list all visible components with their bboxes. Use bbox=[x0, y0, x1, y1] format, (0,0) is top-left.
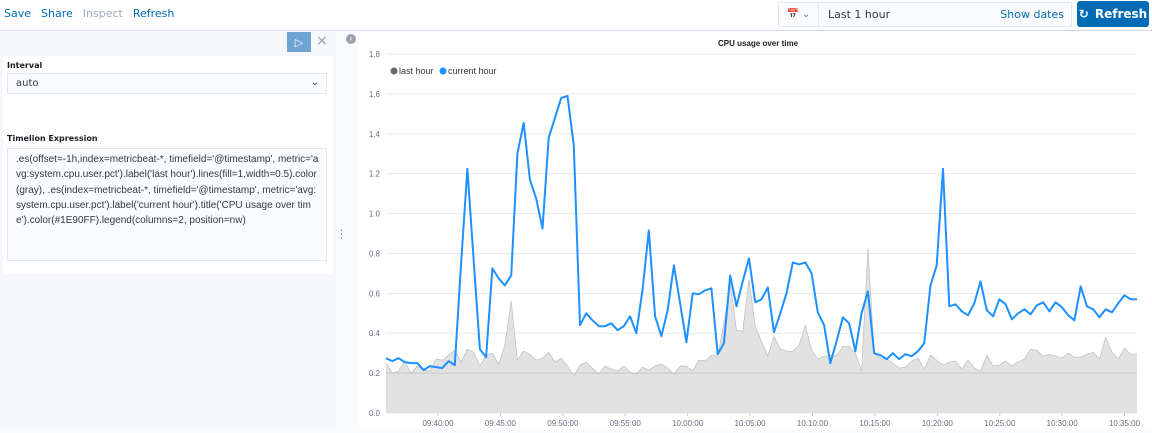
time-range-value[interactable]: Last 1 hour bbox=[819, 8, 1000, 21]
close-icon[interactable]: × bbox=[316, 33, 328, 49]
y-tick-label: 0.4 bbox=[369, 329, 381, 338]
series-line-1 bbox=[386, 96, 1137, 370]
collapse-panel-icon[interactable]: ‹ bbox=[346, 34, 356, 44]
expression-label: Timelion Expression bbox=[7, 134, 98, 143]
interval-select[interactable]: auto ⌄ bbox=[7, 73, 327, 94]
top-bar: Save Share Inspect Refresh 📅⌄ Last 1 hou… bbox=[0, 0, 1152, 31]
chevron-down-icon: ⌄ bbox=[311, 77, 319, 88]
y-tick-label: 1.0 bbox=[369, 210, 381, 219]
save-button[interactable]: Save bbox=[4, 7, 31, 20]
refresh-link[interactable]: Refresh bbox=[133, 7, 175, 20]
y-tick-label: 0.8 bbox=[369, 249, 381, 258]
calendar-icon: 📅 bbox=[787, 9, 799, 20]
x-tick-label: 10:35:00 bbox=[1109, 419, 1141, 428]
legend-marker-last-hour bbox=[391, 68, 398, 75]
x-tick-label: 10:20:00 bbox=[922, 419, 954, 428]
interval-label: Interval bbox=[7, 61, 42, 70]
top-menu: Save Share Inspect Refresh bbox=[4, 7, 174, 20]
x-tick-label: 10:05:00 bbox=[734, 419, 766, 428]
x-tick-label: 10:30:00 bbox=[1047, 419, 1079, 428]
x-tick-label: 09:55:00 bbox=[610, 419, 642, 428]
refresh-icon: ↻ bbox=[1079, 7, 1089, 21]
inspect-button[interactable]: Inspect bbox=[83, 7, 123, 20]
chevron-down-icon: ⌄ bbox=[802, 9, 810, 20]
legend-marker-current-hour bbox=[440, 68, 447, 75]
x-tick-label: 10:25:00 bbox=[984, 419, 1016, 428]
show-dates-button[interactable]: Show dates bbox=[1000, 8, 1071, 21]
x-tick-label: 09:40:00 bbox=[422, 419, 454, 428]
legend-label-last-hour[interactable]: last hour bbox=[399, 66, 434, 76]
y-tick-label: 0.6 bbox=[369, 289, 381, 298]
expression-textarea[interactable]: .es(offset=-1h,index=metricbeat-*, timef… bbox=[7, 148, 327, 261]
quick-menu-button[interactable]: 📅⌄ bbox=[779, 3, 819, 26]
time-picker: 📅⌄ Last 1 hour Show dates bbox=[778, 2, 1072, 27]
resize-handle[interactable]: ··· bbox=[340, 230, 343, 242]
y-tick-label: 0.0 bbox=[369, 409, 381, 418]
x-tick-label: 10:10:00 bbox=[797, 419, 829, 428]
x-tick-label: 10:00:00 bbox=[672, 419, 704, 428]
series-area-0 bbox=[386, 249, 1137, 414]
y-tick-label: 0.2 bbox=[369, 369, 381, 378]
play-icon: ▷ bbox=[295, 36, 303, 49]
legend: last hour current hour bbox=[391, 66, 497, 76]
editor-card: Interval auto ⌄ Timelion Expression .es(… bbox=[3, 56, 333, 274]
x-tick-label: 09:50:00 bbox=[547, 419, 579, 428]
y-tick-label: 1.2 bbox=[369, 170, 381, 179]
x-tick-label: 10:15:00 bbox=[859, 419, 891, 428]
share-button[interactable]: Share bbox=[41, 7, 73, 20]
cpu-chart: CPU usage over time 0.0 0.2 0.4 0.6 0.8 1.0 1.… bbox=[359, 32, 1152, 429]
x-tick-label: 09:45:00 bbox=[485, 419, 517, 428]
chart-panel: CPU usage over time 0.0 0.2 0.4 0.6 0.8 1.0 1.… bbox=[359, 32, 1152, 429]
refresh-button-label: Refresh bbox=[1095, 7, 1147, 21]
y-tick-label: 1.8 bbox=[369, 50, 381, 59]
y-tick-label: 1.4 bbox=[369, 130, 381, 139]
legend-label-current-hour[interactable]: current hour bbox=[448, 66, 497, 76]
editor-panel: ▷ × Interval auto ⌄ Timelion Expression … bbox=[0, 32, 336, 429]
run-button[interactable]: ▷ bbox=[287, 32, 311, 52]
y-tick-label: 1.6 bbox=[369, 90, 381, 99]
refresh-button[interactable]: ↻ Refresh bbox=[1077, 1, 1149, 27]
interval-value: auto bbox=[16, 78, 39, 89]
chart-title: CPU usage over time bbox=[718, 39, 799, 48]
